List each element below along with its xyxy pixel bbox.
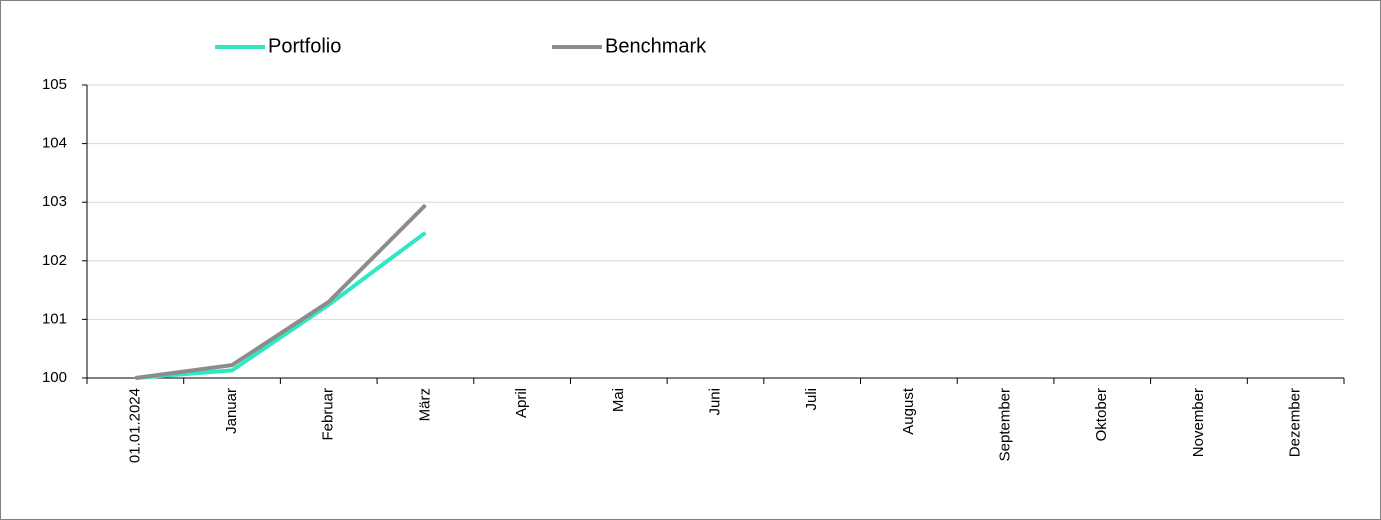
x-tick-label: August (900, 387, 917, 435)
y-tick-label: 105 (42, 76, 67, 93)
series-line (135, 231, 427, 380)
x-tick-label: September (997, 388, 1014, 461)
x-tick-label: Januar (223, 388, 240, 434)
x-tick-label: März (416, 388, 433, 421)
x-tick-label: November (1190, 388, 1207, 457)
y-tick-label: 101 (42, 310, 67, 327)
legend-label: Portfolio (268, 35, 341, 57)
x-tick-label: Mai (610, 388, 627, 412)
y-tick-label: 103 (42, 193, 67, 210)
x-tick-label: Juni (706, 388, 723, 416)
y-tick-label: 100 (42, 369, 67, 386)
x-tick-label: April (513, 388, 530, 418)
x-tick-label: Dezember (1287, 388, 1304, 457)
x-tick-label: Juli (803, 388, 820, 411)
y-tick-label: 104 (42, 135, 67, 152)
y-tick-label: 102 (42, 252, 67, 269)
x-tick-label: 01.01.2024 (126, 388, 143, 463)
legend-label: Benchmark (605, 35, 707, 57)
series-line (135, 203, 427, 380)
x-tick-label: Februar (320, 388, 337, 441)
x-tick-label: Oktober (1093, 388, 1110, 441)
